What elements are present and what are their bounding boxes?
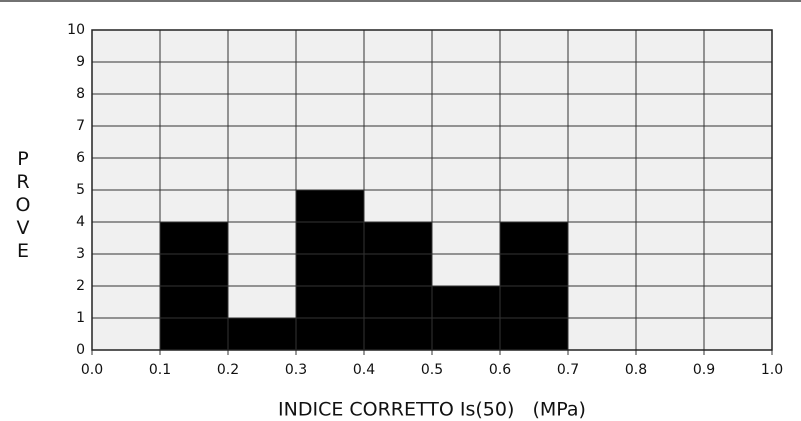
x-tick-label: 0.6 [489,362,511,378]
y-tick-label: 7 [76,118,85,134]
y-tick-label: 9 [76,54,85,70]
x-tick-label: 0.0 [81,362,103,378]
y-axis-label: PROVE [12,148,34,263]
x-tick-label: 0.2 [217,362,239,378]
x-tick-label: 1.0 [761,362,783,378]
y-tick-label: 3 [76,246,85,262]
y-tick-label: 10 [67,22,85,38]
x-tick-label: 0.9 [693,362,715,378]
x-axis-label: INDICE CORRETTO Is(50) (MPa) [278,399,586,421]
x-tick-label: 0.5 [421,362,443,378]
x-tick-label: 0.7 [557,362,579,378]
plot-frame [91,29,773,351]
x-tick-label: 0.8 [625,362,647,378]
y-tick-label: 8 [76,86,85,102]
y-tick-label: 0 [76,342,85,358]
y-tick-label: 2 [76,278,85,294]
bar [228,318,296,350]
y-tick-label: 4 [76,214,85,230]
bar [296,190,364,350]
x-tick-label: 0.3 [285,362,307,378]
y-tick-label: 5 [76,182,85,198]
y-tick-label: 6 [76,150,85,166]
x-tick-label: 0.1 [149,362,171,378]
x-tick-label: 0.4 [353,362,375,378]
y-tick-label: 1 [76,310,85,326]
